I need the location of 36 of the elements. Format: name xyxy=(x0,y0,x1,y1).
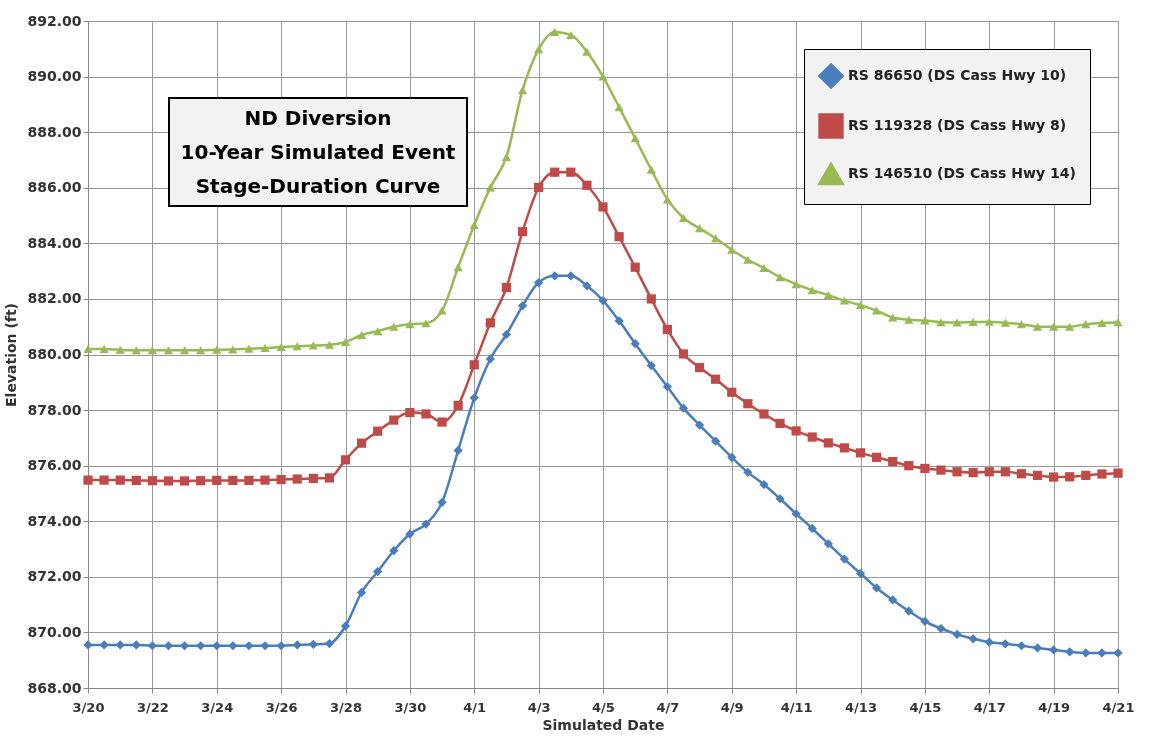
y-tick-label: 868.00 xyxy=(27,679,82,696)
y-tick-label: 884.00 xyxy=(27,234,82,251)
x-tick-label: 4/3 xyxy=(527,699,551,715)
y-tick-label: 880.00 xyxy=(27,346,82,362)
y-tick-label: 882.00 xyxy=(27,290,82,307)
x-tick-label: 4/17 xyxy=(973,699,1006,715)
y-tick-label: 892.00 xyxy=(27,12,82,29)
y-tick-label: 876.00 xyxy=(27,457,82,474)
x-tick-label: 4/21 xyxy=(1102,699,1135,715)
legend-label: RS 119328 (DS Cass Hwy 8) xyxy=(848,117,1067,133)
x-tick-label: 3/20 xyxy=(72,699,105,715)
y-tick-label: 874.00 xyxy=(27,512,82,529)
x-tick-label: 4/13 xyxy=(845,699,877,715)
y-tick-label: 886.00 xyxy=(27,179,82,196)
x-tick-label: 4/11 xyxy=(780,699,813,715)
y-tick-label: 888.00 xyxy=(27,123,82,140)
x-tick-label: 3/24 xyxy=(201,699,234,715)
y-tick-label: 872.00 xyxy=(27,568,82,585)
y-tick-label: 878.00 xyxy=(27,401,82,418)
x-tick-label: 4/5 xyxy=(592,699,615,715)
x-tick-label: 4/15 xyxy=(909,699,942,715)
legend-label: RS 146510 (DS Cass Hwy 14) xyxy=(848,165,1076,181)
x-tick-label: 4/1 xyxy=(463,699,487,715)
x-tick-label: 4/9 xyxy=(720,699,744,715)
x-tick-label: 4/7 xyxy=(656,699,680,715)
x-tick-label: 3/26 xyxy=(265,699,298,715)
y-tick-label: 870.00 xyxy=(27,623,82,640)
x-tick-label: 3/22 xyxy=(136,699,169,715)
x-tick-label: 3/28 xyxy=(330,699,362,715)
legend-label: RS 86650 (DS Cass Hwy 10) xyxy=(848,67,1067,83)
x-axis-title: Simulated Date xyxy=(542,716,665,733)
x-tick-label: 4/19 xyxy=(1038,699,1071,715)
text: ND Diversion 10-Year Simulated Event Stage-Duration Curve xyxy=(179,105,457,200)
x-tick-label: 3/30 xyxy=(394,699,427,715)
y-tick-label: 890.00 xyxy=(27,68,82,85)
y-axis-title: Elevation (ft) xyxy=(3,303,20,407)
